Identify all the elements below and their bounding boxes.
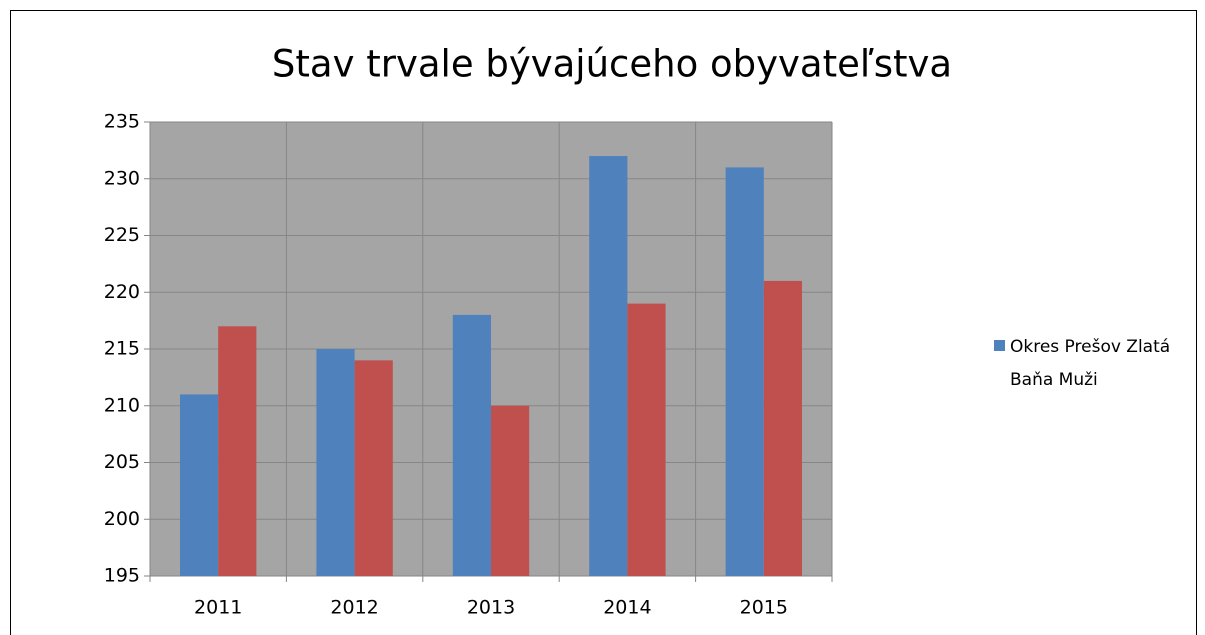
bar bbox=[218, 326, 257, 576]
y-tick-label: 235 bbox=[104, 111, 140, 133]
bar bbox=[627, 303, 666, 576]
y-tick-label: 230 bbox=[104, 167, 140, 189]
x-tick-label: 2011 bbox=[194, 597, 242, 619]
bar bbox=[316, 349, 355, 576]
chart-title: Stav trvale bývajúceho obyvateľstva bbox=[272, 43, 952, 86]
y-tick-label: 215 bbox=[104, 338, 140, 360]
x-tick-label: 2015 bbox=[740, 597, 788, 619]
legend-label: Okres Prešov Zlatá Baňa Muži bbox=[1010, 337, 1171, 390]
x-tick-label: 2014 bbox=[603, 597, 651, 619]
legend-swatch bbox=[994, 340, 1005, 351]
bar bbox=[589, 156, 628, 577]
y-tick-label: 205 bbox=[104, 451, 140, 473]
y-tick-label: 225 bbox=[104, 224, 140, 246]
bar bbox=[763, 280, 802, 576]
y-tick-label: 200 bbox=[104, 508, 140, 530]
chart-border bbox=[10, 10, 1197, 635]
y-tick-label: 195 bbox=[104, 565, 140, 587]
bar bbox=[725, 167, 764, 576]
bar bbox=[354, 360, 393, 576]
bar bbox=[491, 405, 530, 576]
x-tick-label: 2012 bbox=[330, 597, 378, 619]
bar bbox=[452, 314, 491, 576]
x-tick-label: 2013 bbox=[467, 597, 515, 619]
y-tick-label: 220 bbox=[104, 281, 140, 303]
y-tick-label: 210 bbox=[104, 394, 140, 416]
bar bbox=[180, 394, 219, 576]
